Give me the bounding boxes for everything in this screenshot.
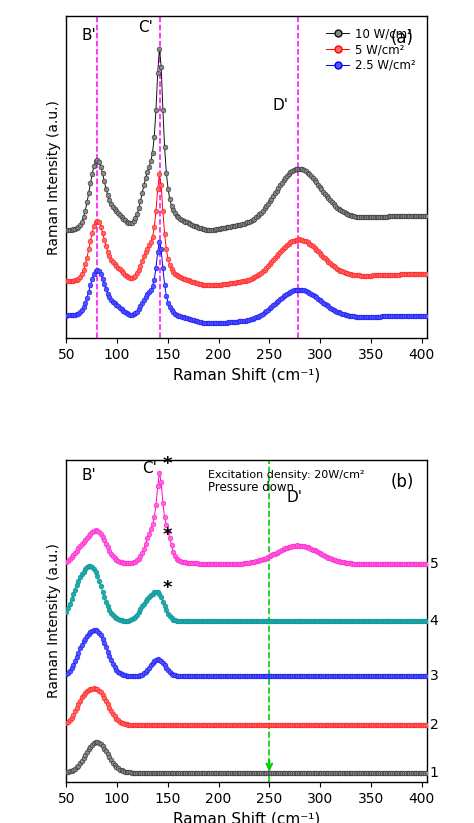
- Text: B': B': [82, 468, 96, 483]
- Text: 2: 2: [429, 718, 438, 732]
- Text: *: *: [163, 527, 173, 545]
- Y-axis label: Raman Intensity (a.u.): Raman Intensity (a.u.): [47, 544, 61, 699]
- Text: Excitation density: 20W/cm²: Excitation density: 20W/cm²: [209, 470, 365, 480]
- Text: D': D': [273, 98, 289, 113]
- Text: *: *: [163, 455, 173, 473]
- Text: (b): (b): [391, 473, 414, 491]
- Text: B': B': [82, 28, 96, 43]
- Text: 5: 5: [429, 557, 438, 571]
- X-axis label: Raman Shift (cm⁻¹): Raman Shift (cm⁻¹): [173, 811, 320, 823]
- Text: 4: 4: [429, 614, 438, 628]
- Text: (a): (a): [391, 30, 414, 48]
- Text: C': C': [142, 461, 157, 477]
- Text: D': D': [287, 490, 303, 504]
- Y-axis label: Raman Intensity (a.u.): Raman Intensity (a.u.): [47, 100, 61, 254]
- Text: 1: 1: [429, 765, 438, 779]
- Text: C': C': [138, 21, 153, 35]
- X-axis label: Raman Shift (cm⁻¹): Raman Shift (cm⁻¹): [173, 367, 320, 383]
- Text: 3: 3: [429, 669, 438, 683]
- Text: *: *: [163, 579, 173, 597]
- Legend: 10 W/cm², 5 W/cm², 2.5 W/cm²: 10 W/cm², 5 W/cm², 2.5 W/cm²: [321, 22, 421, 77]
- Text: Pressure down: Pressure down: [209, 481, 294, 494]
